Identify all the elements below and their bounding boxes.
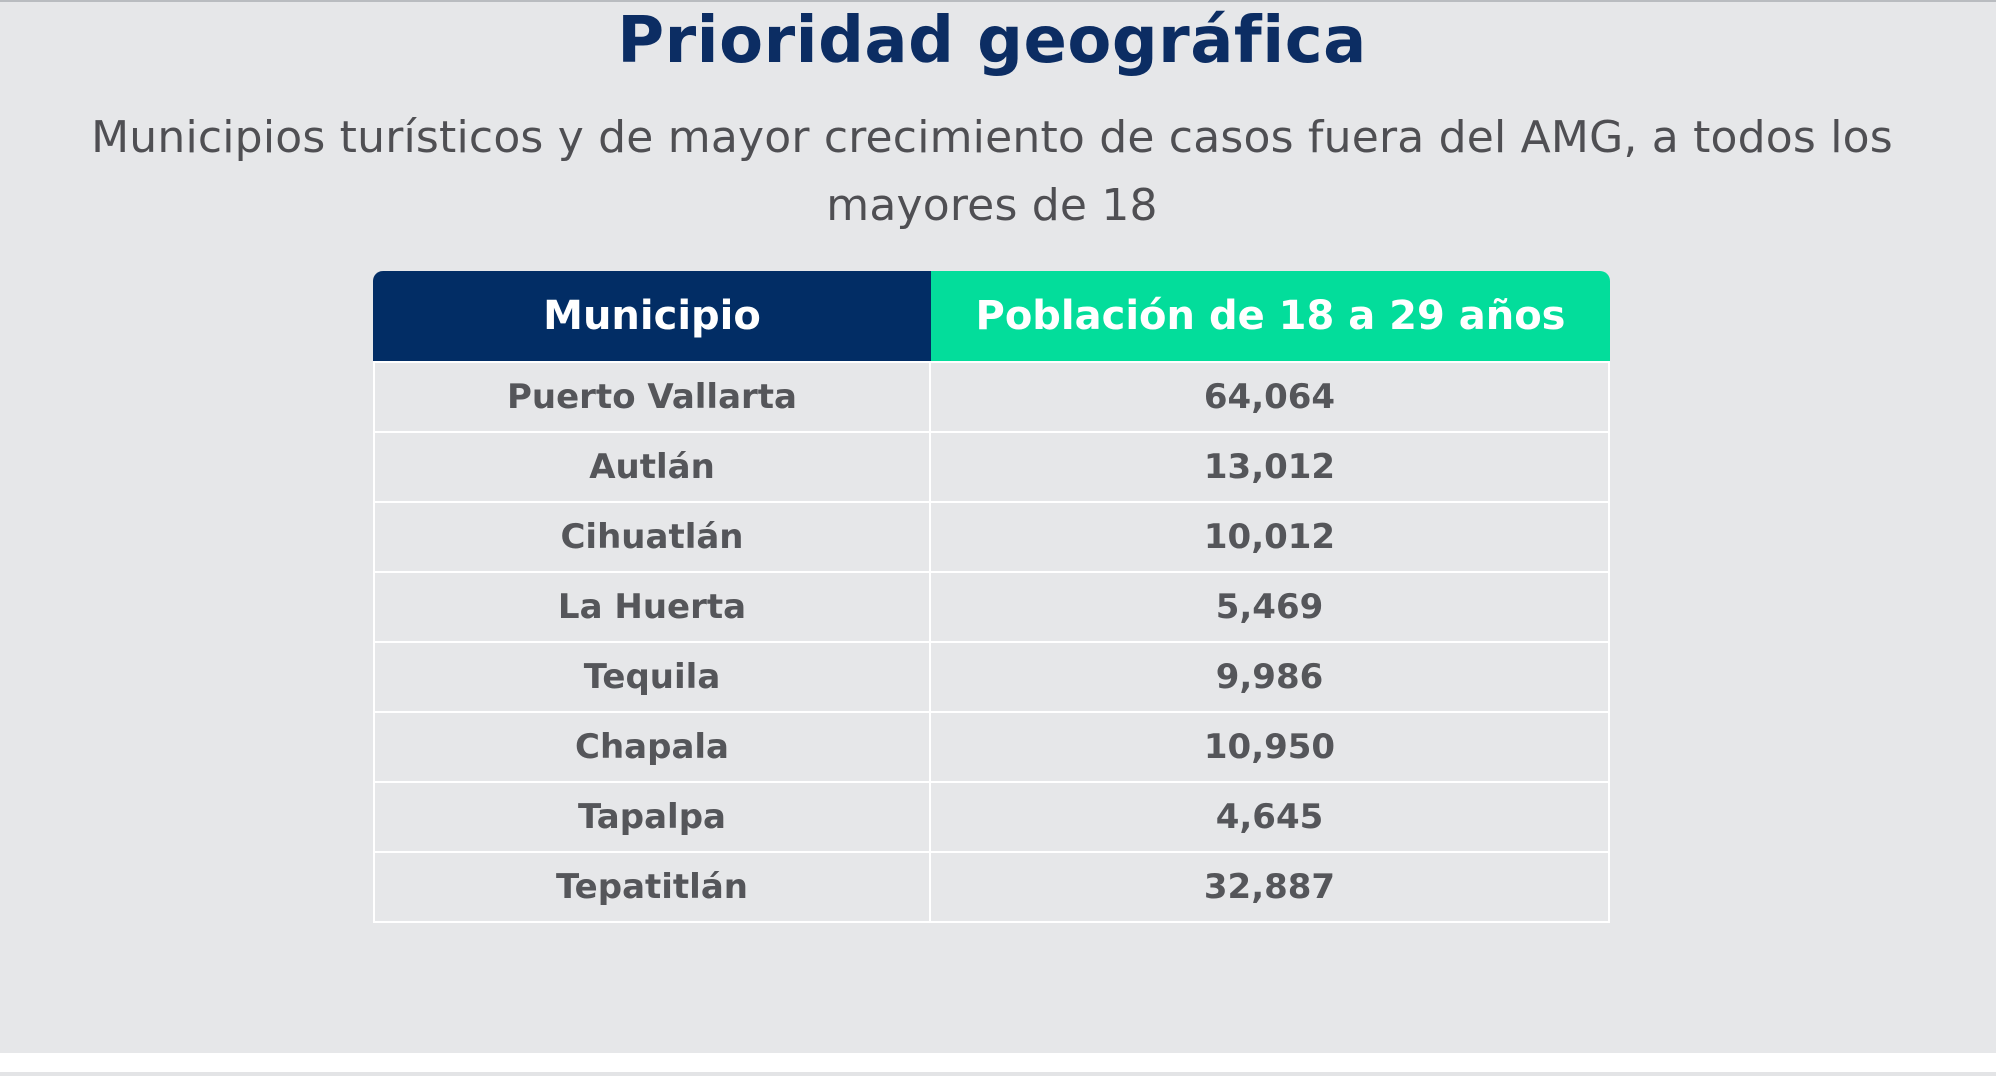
table-row: Tepatitlán 32,887 xyxy=(375,851,1608,921)
slide: Prioridad geográfica Municipios turístic… xyxy=(0,0,1996,1053)
cell-poblacion: 4,645 xyxy=(1215,797,1324,837)
cell-poblacion: 10,950 xyxy=(1203,727,1336,767)
cell-poblacion: 64,064 xyxy=(1203,377,1336,417)
cell-municipio: Tequila xyxy=(375,643,931,711)
table-row: Tequila 9,986 xyxy=(375,641,1608,711)
table-row: Cihuatlán 10,012 xyxy=(375,501,1608,571)
table-row: Tapalpa 4,645 xyxy=(375,781,1608,851)
cell-poblacion: 13,012 xyxy=(1203,447,1336,487)
table-row: La Huerta 5,469 xyxy=(375,571,1608,641)
page-title: Prioridad geográfica xyxy=(617,4,1367,78)
table-row: Chapala 10,950 xyxy=(375,711,1608,781)
cell-municipio: Puerto Vallarta xyxy=(375,363,931,431)
table-row: Puerto Vallarta 64,064 xyxy=(375,361,1608,431)
table-row: Autlán 13,012 xyxy=(375,431,1608,501)
bottom-divider xyxy=(0,1072,1996,1076)
population-table: Municipio Población de 18 a 29 años Puer… xyxy=(373,271,1610,923)
header-poblacion: Población de 18 a 29 años xyxy=(931,271,1610,361)
cell-poblacion: 5,469 xyxy=(1215,587,1324,627)
cell-municipio: Autlán xyxy=(375,433,931,501)
subtitle-line-2: mayores de 18 xyxy=(826,180,1158,231)
cell-poblacion: 32,887 xyxy=(1203,867,1336,907)
header-municipio: Municipio xyxy=(373,271,931,361)
cell-municipio: Cihuatlán xyxy=(375,503,931,571)
cell-municipio: La Huerta xyxy=(375,573,931,641)
page-subtitle: Municipios turísticos y de mayor crecimi… xyxy=(0,104,1984,240)
table-body: Puerto Vallarta 64,064 Autlán 13,012 Cih… xyxy=(373,361,1610,923)
subtitle-line-1: Municipios turísticos y de mayor crecimi… xyxy=(91,112,1893,163)
table-header-row: Municipio Población de 18 a 29 años xyxy=(373,271,1610,361)
cell-poblacion: 9,986 xyxy=(1215,657,1324,697)
cell-poblacion: 10,012 xyxy=(1203,517,1336,557)
cell-municipio: Tapalpa xyxy=(375,783,931,851)
cell-municipio: Tepatitlán xyxy=(375,853,931,921)
cell-municipio: Chapala xyxy=(375,713,931,781)
